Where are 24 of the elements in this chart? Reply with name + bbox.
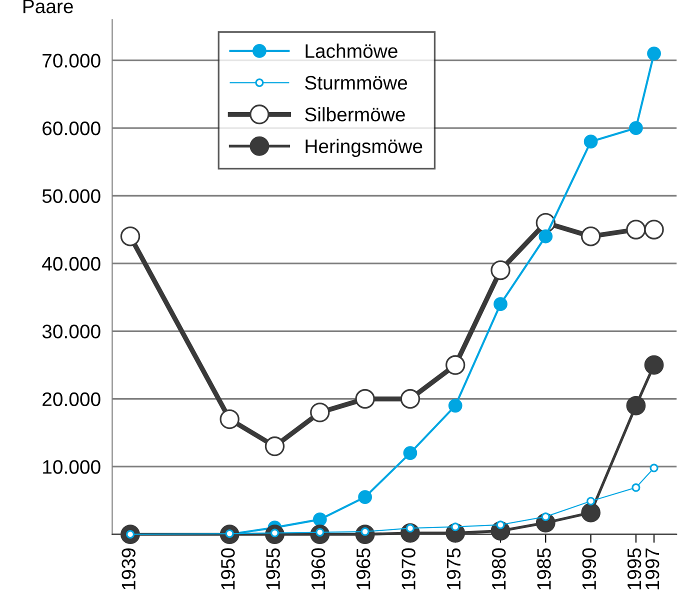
y-tick-label: 20.000 — [42, 392, 100, 406]
y-tick-label: 40.000 — [42, 256, 100, 271]
y-tick-label: 70.000 — [42, 54, 100, 68]
x-tick-label: 1985 — [537, 548, 551, 590]
y-axis-title: Paare — [23, 0, 73, 14]
x-tick-label: 1970 — [402, 548, 416, 590]
x-tick-label: 1965 — [356, 548, 370, 590]
legend-label: Lachmöwe — [306, 44, 398, 58]
legend-label: Silbermöwe — [305, 107, 405, 122]
y-tick-label: 60.000 — [42, 122, 100, 136]
x-tick-label: 1975 — [446, 548, 461, 590]
y-tick-label: 30.000 — [42, 324, 100, 338]
x-tick-label: 1950 — [221, 548, 235, 590]
legend-label: Sturmmöwe — [305, 76, 408, 90]
y-tick-label: 50.000 — [42, 189, 100, 203]
x-tick-label: 1955 — [266, 548, 280, 590]
x-tick-label: 1960 — [311, 548, 326, 590]
x-tick-label: 1990 — [582, 548, 596, 590]
legend-label: Heringsmöwe — [306, 138, 422, 157]
x-tick-label: 1980 — [492, 548, 506, 590]
x-tick-label: 1939 — [122, 548, 136, 590]
x-tick-label: 1997 — [645, 548, 660, 590]
x-tick-label: 1995 — [627, 548, 642, 590]
y-tick-label: 10.000 — [43, 460, 100, 474]
